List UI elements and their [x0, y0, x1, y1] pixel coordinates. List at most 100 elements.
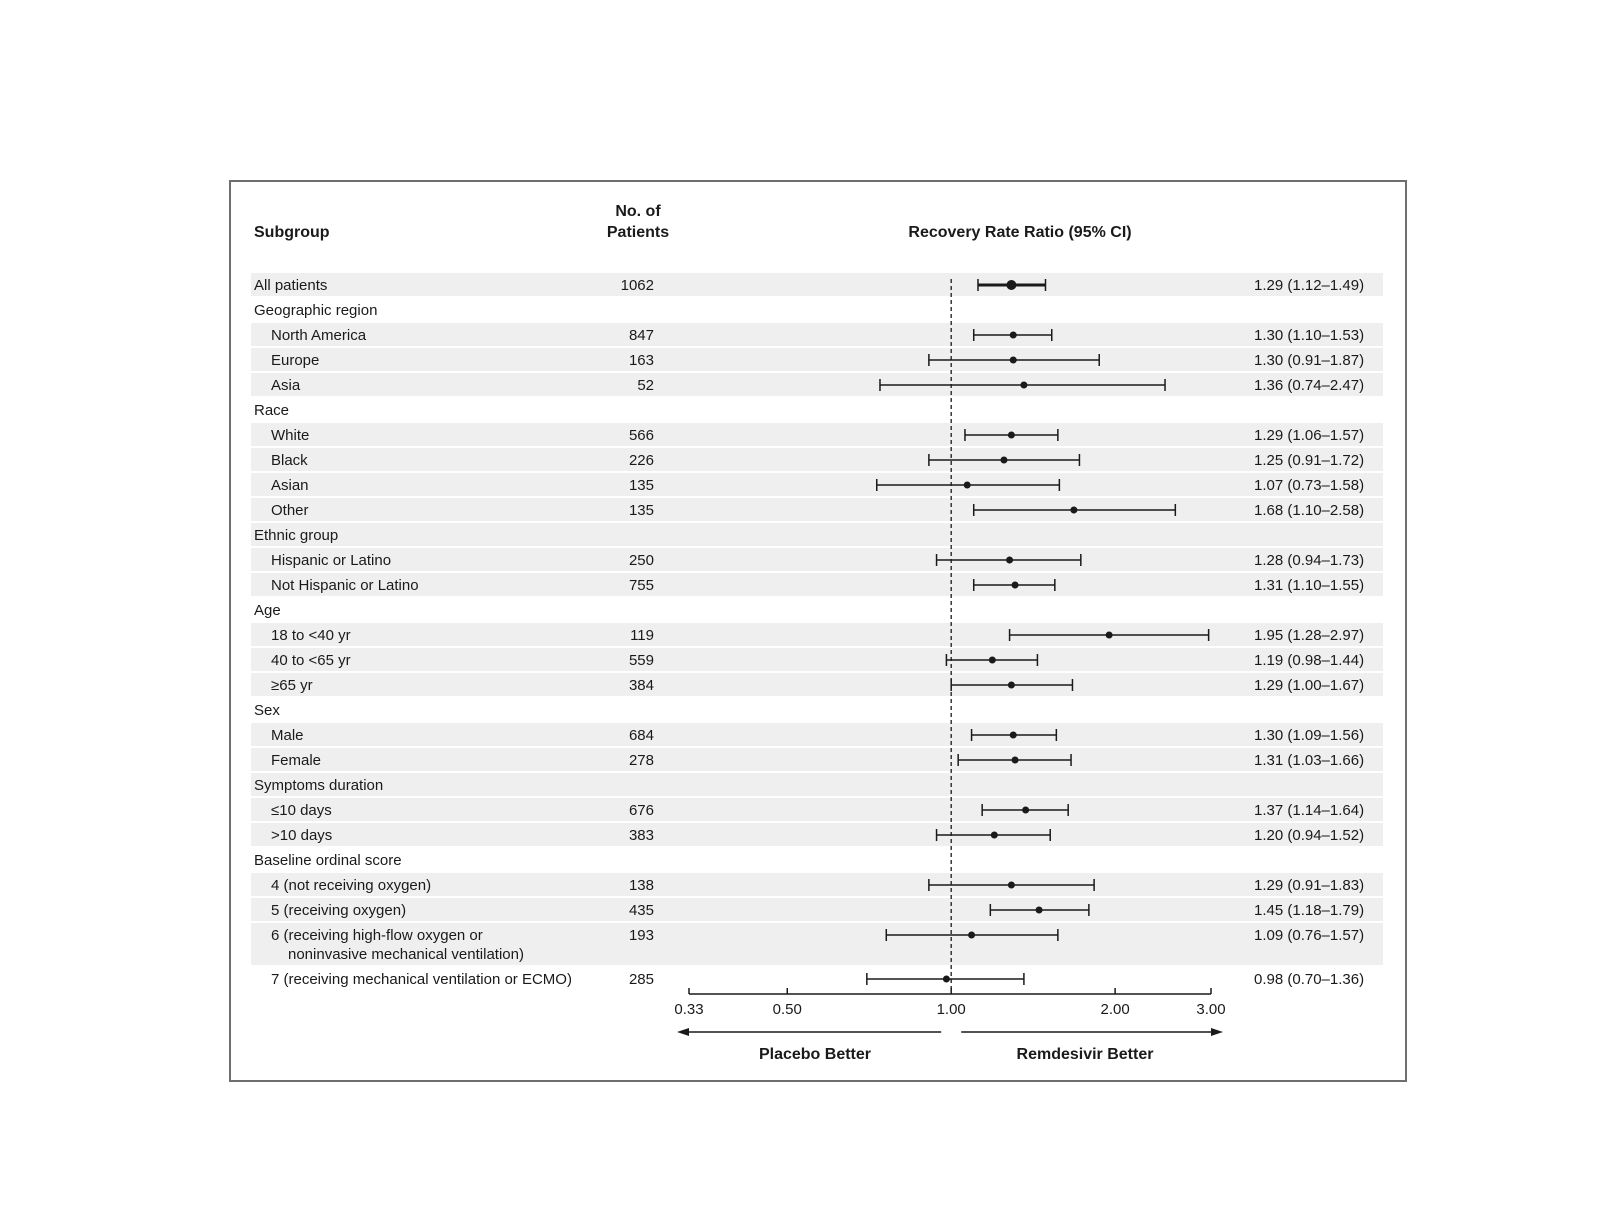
point-estimate — [1070, 506, 1078, 514]
row-shading — [251, 523, 1383, 546]
point-estimate — [1007, 431, 1015, 439]
row-label-cont: noninvasive mechanical ventilation) — [288, 946, 524, 963]
row-label: 4 (not receiving oxygen) — [271, 877, 432, 894]
row-shading — [251, 898, 1383, 921]
point-estimate — [1007, 681, 1015, 689]
row-patients: 755 — [628, 577, 654, 594]
row-ci-text: 1.29 (0.91–1.83) — [1254, 877, 1365, 894]
row-patients: 193 — [628, 927, 654, 944]
x-tick-label: 3.00 — [1196, 1001, 1225, 1018]
point-estimate — [1020, 381, 1028, 389]
row-label: Geographic region — [254, 302, 378, 319]
row-label: Sex — [254, 702, 280, 719]
point-estimate — [990, 831, 998, 839]
row-ci-text: 1.68 (1.10–2.58) — [1254, 502, 1365, 519]
row-patients: 684 — [628, 727, 654, 744]
row-ci-text: 1.07 (0.73–1.58) — [1254, 477, 1365, 494]
x-tick-label: 0.50 — [773, 1001, 802, 1018]
point-estimate — [1011, 581, 1019, 589]
row-ci-text: 1.37 (1.14–1.64) — [1254, 802, 1365, 819]
row-label: 7 (receiving mechanical ventilation or E… — [271, 971, 572, 988]
figure-frame — [229, 180, 1407, 1082]
point-estimate — [1022, 806, 1030, 814]
row-patients: 278 — [628, 752, 654, 769]
row-ci-text: 1.09 (0.76–1.57) — [1254, 927, 1365, 944]
row-ci-text: 1.29 (1.00–1.67) — [1254, 677, 1365, 694]
row-ci-text: 1.45 (1.18–1.79) — [1254, 902, 1365, 919]
row-ci-text: 1.95 (1.28–2.97) — [1254, 627, 1365, 644]
x-tick-label: 1.00 — [937, 1001, 966, 1018]
row-label: Europe — [271, 352, 320, 369]
row-label: Race — [254, 402, 290, 419]
row-ci-text: 1.30 (1.10–1.53) — [1254, 327, 1365, 344]
row-label: Male — [271, 727, 304, 744]
point-estimate — [1007, 881, 1015, 889]
point-estimate — [1006, 556, 1014, 564]
row-patients: 676 — [628, 802, 654, 819]
point-estimate — [1009, 331, 1017, 339]
row-shading — [251, 473, 1383, 496]
row-label: Female — [271, 752, 322, 769]
row-label: 40 to <65 yr — [271, 652, 351, 669]
point-estimate — [1035, 906, 1043, 914]
row-patients: 163 — [628, 352, 654, 369]
row-shading — [251, 748, 1383, 771]
row-patients: 52 — [637, 377, 654, 394]
row-label: Baseline ordinal score — [254, 852, 402, 869]
row-label: White — [271, 427, 310, 444]
row-shading — [251, 498, 1383, 521]
row-label: ≤10 days — [271, 802, 332, 819]
row-ci-text: 1.30 (0.91–1.87) — [1254, 352, 1365, 369]
patients-header-line2: Patients — [606, 224, 670, 241]
remdesivir-arrow-head — [1211, 1028, 1223, 1036]
placebo-arrow-head — [677, 1028, 689, 1036]
row-label: Ethnic group — [254, 527, 339, 544]
row-ci-text: 1.29 (1.06–1.57) — [1254, 427, 1365, 444]
row-patients: 847 — [628, 327, 654, 344]
row-patients: 226 — [628, 452, 654, 469]
row-ci-text: 1.19 (0.98–1.44) — [1254, 652, 1365, 669]
row-shading — [251, 373, 1383, 396]
ratio-header: Recovery Rate Ratio (95% CI) — [908, 224, 1132, 241]
row-shading — [251, 923, 1383, 965]
row-shading — [251, 723, 1383, 746]
row-shading — [251, 823, 1383, 846]
row-shading — [251, 423, 1383, 446]
row-patients: 559 — [628, 652, 654, 669]
subgroup-header: Subgroup — [254, 224, 330, 241]
row-label: 5 (receiving oxygen) — [271, 902, 407, 919]
row-shading — [251, 648, 1383, 671]
row-shading — [251, 773, 1383, 796]
row-patients: 566 — [628, 427, 654, 444]
row-ci-text: 1.29 (1.12–1.49) — [1254, 277, 1365, 294]
row-patients: 250 — [628, 552, 654, 569]
row-label: Not Hispanic or Latino — [271, 577, 419, 594]
point-estimate — [968, 931, 976, 939]
row-shading — [251, 873, 1383, 896]
row-label: Age — [254, 602, 281, 619]
row-shading — [251, 573, 1383, 596]
row-label: All patients — [254, 277, 328, 294]
row-shading — [251, 548, 1383, 571]
row-ci-text: 1.30 (1.09–1.56) — [1254, 727, 1365, 744]
patients-header-line1: No. of — [615, 203, 661, 220]
row-label: Hispanic or Latino — [271, 552, 392, 569]
row-label: Black — [271, 452, 308, 469]
row-label: 6 (receiving high-flow oxygen or — [271, 927, 483, 944]
remdesivir-better-label: Remdesivir Better — [1016, 1046, 1154, 1063]
row-shading — [251, 273, 1383, 296]
row-ci-text: 1.20 (0.94–1.52) — [1254, 827, 1365, 844]
row-label: Asia — [271, 377, 301, 394]
point-estimate — [1105, 631, 1113, 639]
row-label: Other — [271, 502, 309, 519]
row-shading — [251, 448, 1383, 471]
row-label: 18 to <40 yr — [271, 627, 351, 644]
row-label: Symptoms duration — [254, 777, 384, 794]
placebo-better-label: Placebo Better — [758, 1046, 872, 1063]
x-tick-label: 0.33 — [674, 1001, 703, 1018]
point-estimate — [1000, 456, 1008, 464]
row-ci-text: 1.31 (1.10–1.55) — [1254, 577, 1365, 594]
row-patients: 435 — [628, 902, 654, 919]
row-patients: 135 — [628, 477, 654, 494]
